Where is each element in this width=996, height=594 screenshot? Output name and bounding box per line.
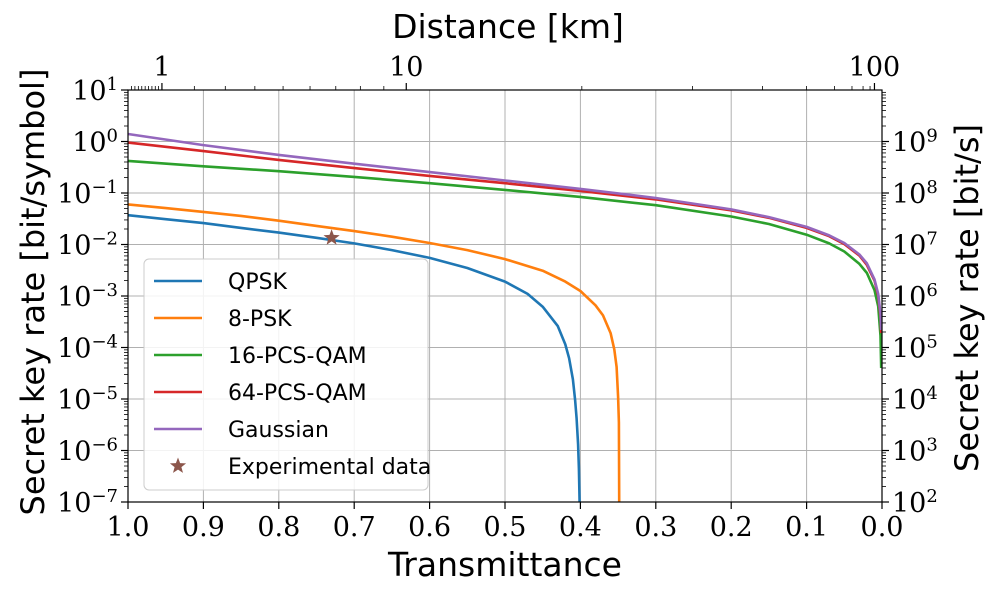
legend-label: Gaussian [228, 418, 329, 443]
y-right-tick-label-base: 10 [892, 231, 926, 262]
y-left-tick-label: 10−7 [57, 486, 118, 520]
legend-box [143, 258, 429, 491]
y-left-tick-label-exponent: −5 [91, 383, 118, 404]
x-tick-label: 0.5 [484, 512, 527, 543]
y-right-tick-label-base: 10 [892, 385, 926, 416]
axis-ticks: 1.0 0.9 0.8 0.7 0.6 0.5 0.4 0.3 0.2 0.1 0.01011001… [57, 52, 938, 543]
y-right-tick-label-exponent: 6 [926, 280, 937, 301]
y-right-tick-label: 107 [892, 228, 938, 262]
distance-tick-label: 100 [849, 52, 901, 83]
y-left-tick-label-base: 10 [57, 437, 91, 468]
y-left-tick-label-exponent: −4 [91, 331, 118, 352]
bottom-axis-label: Transmittance [387, 545, 622, 584]
legend: QPSK 8-PSK 16-PCS-QAM 64-PCS-QAM Gaussian Exp… [143, 258, 431, 491]
series-line-gaussian [127, 132, 883, 330]
y-left-tick-label: 100 [72, 125, 118, 159]
y-left-tick-label-exponent: −6 [91, 434, 118, 455]
y-left-tick-label: 10−6 [57, 434, 118, 468]
x-tick-label: 0.3 [634, 512, 677, 543]
y-left-tick-label-base: 10 [57, 179, 91, 210]
legend-label: Experimental data [228, 455, 431, 480]
right-axis-label: Secret key rate [bit/s] [948, 124, 986, 472]
y-left-tick-label-base: 10 [57, 231, 91, 262]
y-left-tick-label-base: 10 [72, 76, 106, 107]
x-tick-label: 0.1 [785, 512, 828, 543]
y-right-tick-label: 108 [892, 177, 938, 211]
legend-label: QPSK [228, 270, 288, 295]
y-right-tick-label: 102 [892, 486, 938, 520]
y-right-tick-label-base: 10 [892, 282, 926, 313]
x-tick-label: 0.7 [333, 512, 376, 543]
y-left-tick-label-base: 10 [57, 282, 91, 313]
y-right-tick-label-exponent: 9 [926, 125, 937, 146]
distance-tick-label: 10 [389, 52, 423, 83]
y-right-tick-label-exponent: 4 [926, 383, 937, 404]
y-left-tick-label: 101 [72, 74, 118, 108]
y-right-tick-label-exponent: 8 [926, 177, 937, 198]
y-right-tick-label: 104 [892, 383, 938, 417]
x-tick-label: 0.9 [182, 512, 225, 543]
y-right-tick-label-base: 10 [892, 437, 926, 468]
y-right-tick-label-base: 10 [892, 488, 926, 519]
y-left-tick-label-base: 10 [57, 334, 91, 365]
x-tick-label: 0.4 [559, 512, 602, 543]
y-left-tick-label-base: 10 [57, 488, 91, 519]
x-tick-label: 0.2 [710, 512, 753, 543]
y-left-tick-label: 10−1 [57, 177, 118, 211]
y-right-tick-label: 106 [892, 280, 938, 314]
top-axis-label: Distance [km] [392, 7, 624, 46]
y-right-tick-label: 105 [892, 331, 938, 365]
y-left-tick-label-exponent: −3 [91, 280, 118, 301]
distance-tick-label: 1 [153, 52, 170, 83]
x-tick-label: 1.0 [107, 512, 150, 543]
y-left-tick-label-exponent: −1 [91, 177, 118, 198]
legend-label: 64-PCS-QAM [228, 381, 367, 406]
x-tick-label: 0.6 [408, 512, 451, 543]
series-line-8-psk [127, 203, 621, 503]
legend-swatch-experimental [169, 457, 187, 473]
y-left-tick-label-exponent: −2 [91, 228, 118, 249]
y-right-tick-label-exponent: 3 [926, 434, 937, 455]
y-left-tick-label: 10−2 [57, 228, 118, 262]
y-right-tick-label-base: 10 [892, 179, 926, 210]
series-lines [127, 132, 883, 503]
legend-label: 16-PCS-QAM [228, 344, 367, 369]
series-line-qpsk [127, 213, 581, 503]
y-right-tick-label-exponent: 7 [926, 228, 937, 249]
series-line-16-pcs-qam [127, 159, 883, 369]
y-right-tick-label-exponent: 5 [926, 331, 937, 352]
y-left-tick-label: 10−5 [57, 383, 118, 417]
y-right-tick-label: 103 [892, 434, 938, 468]
left-axis-label: Secret key rate [bit/symbol] [14, 69, 52, 516]
x-tick-label: 0.8 [257, 512, 300, 543]
x-tick-label: 0.0 [861, 512, 904, 543]
legend-label: 8-PSK [228, 307, 292, 332]
y-left-tick-label: 10−4 [57, 331, 118, 365]
y-right-tick-label-exponent: 2 [926, 486, 937, 507]
y-left-tick-label-exponent: 1 [107, 74, 118, 95]
y-right-tick-label: 109 [892, 125, 938, 159]
y-left-tick-label-exponent: −7 [91, 486, 118, 507]
y-right-tick-label-base: 10 [892, 128, 926, 159]
y-left-tick-label-base: 10 [57, 385, 91, 416]
y-left-tick-label-exponent: 0 [107, 125, 118, 146]
y-left-tick-label: 10−3 [57, 280, 118, 314]
experimental-data-point [323, 229, 340, 245]
y-left-tick-label-base: 10 [72, 128, 106, 159]
y-right-tick-label-base: 10 [892, 334, 926, 365]
